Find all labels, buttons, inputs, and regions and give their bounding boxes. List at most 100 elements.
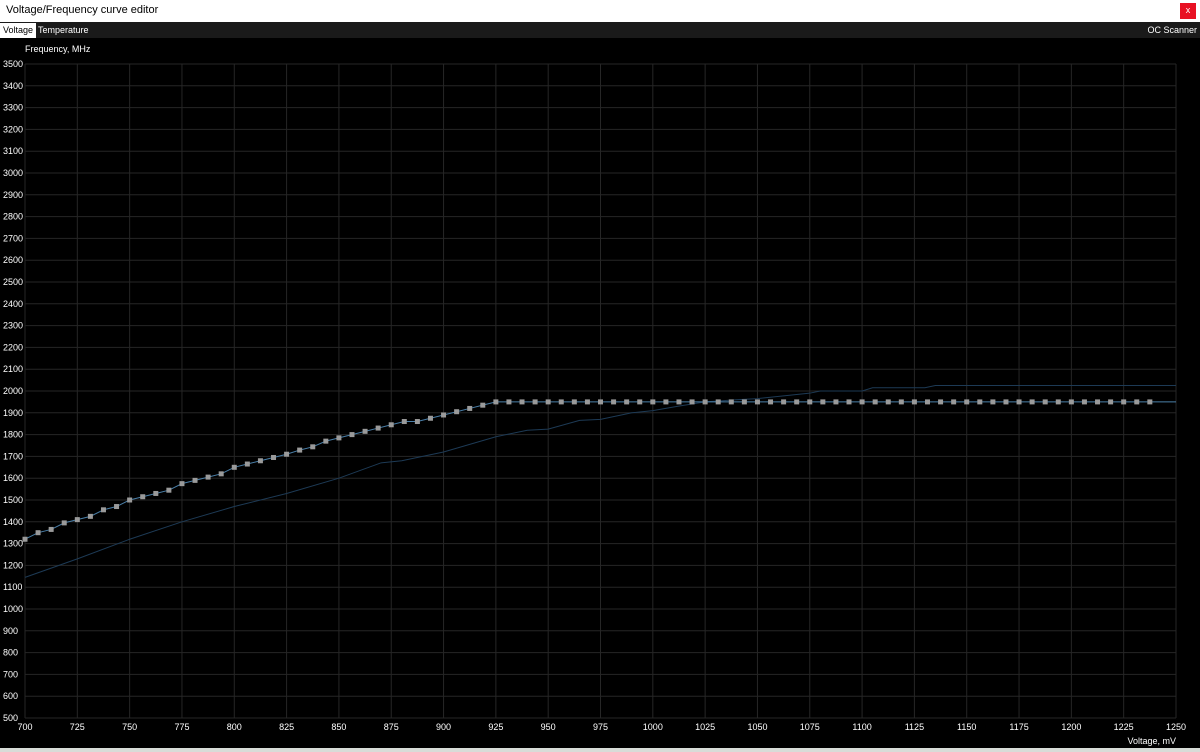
x-tick-label: 775 (174, 722, 189, 732)
curve-point-handle[interactable] (702, 399, 708, 405)
curve-point-handle[interactable] (1042, 399, 1048, 405)
curve-point-handle[interactable] (427, 415, 433, 421)
reference-curve-line (24, 385, 1176, 578)
curve-point-handle[interactable] (454, 409, 460, 415)
curve-point-handle[interactable] (1134, 399, 1140, 405)
curve-point-handle[interactable] (532, 399, 538, 405)
curve-point-handle[interactable] (872, 399, 878, 405)
curve-point-handle[interactable] (284, 451, 290, 457)
curve-point-handle[interactable] (1016, 399, 1022, 405)
curve-point-handle[interactable] (1147, 399, 1153, 405)
curve-point-handle[interactable] (598, 399, 603, 405)
curve-point-handle[interactable] (441, 412, 447, 418)
curve-point-handle[interactable] (257, 458, 263, 464)
curve-point-handle[interactable] (1003, 399, 1009, 405)
curve-point-handle[interactable] (401, 419, 407, 425)
curve-point-handle[interactable] (414, 419, 420, 425)
curve-point-handle[interactable] (362, 428, 368, 434)
curve-point-handle[interactable] (728, 399, 734, 405)
curve-point-handle[interactable] (846, 399, 852, 405)
curve-point-handle[interactable] (676, 399, 682, 405)
curve-point-handle[interactable] (924, 399, 930, 405)
curve-point-handle[interactable] (153, 490, 159, 496)
curve-point-handle[interactable] (1108, 399, 1114, 405)
curve-point-handle[interactable] (545, 399, 551, 405)
curve-point-handle[interactable] (885, 399, 891, 405)
curve-point-handle[interactable] (1068, 399, 1074, 405)
curve-point-handle[interactable] (114, 504, 120, 510)
curve-point-handle[interactable] (244, 461, 250, 467)
curve-point-handle[interactable] (898, 399, 904, 405)
y-tick-label: 2300 (3, 321, 23, 331)
curve-point-handle[interactable] (558, 399, 564, 405)
curve-point-handle[interactable] (1081, 399, 1087, 405)
curve-point-handle[interactable] (650, 399, 656, 405)
curve-point-handle[interactable] (506, 399, 512, 405)
curve-point-handle[interactable] (794, 399, 800, 405)
curve-point-handle[interactable] (310, 444, 316, 450)
curve-point-handle[interactable] (1055, 399, 1061, 405)
curve-point-handle[interactable] (74, 517, 80, 523)
curve-point-handle[interactable] (519, 399, 525, 405)
curve-point-handle[interactable] (741, 399, 747, 405)
tab-voltage[interactable]: Voltage (0, 23, 37, 38)
curve-point-handle[interactable] (1095, 399, 1101, 405)
curve-point-handle[interactable] (179, 481, 185, 487)
curve-point-handle[interactable] (61, 520, 67, 526)
curve-point-handle[interactable] (820, 399, 826, 405)
curve-point-handle[interactable] (205, 474, 211, 480)
curve-point-handle[interactable] (781, 399, 787, 405)
y-tick-label: 1900 (3, 408, 23, 418)
curve-point-handle[interactable] (231, 464, 237, 470)
curve-point-handle[interactable] (715, 399, 721, 405)
curve-point-handle[interactable] (637, 399, 643, 405)
curve-point-handle[interactable] (938, 399, 944, 405)
curve-point-handle[interactable] (192, 477, 198, 483)
curve-point-handle[interactable] (166, 487, 172, 493)
curve-point-handle[interactable] (951, 399, 957, 405)
curve-point-handle[interactable] (388, 422, 394, 428)
close-button[interactable]: x (1180, 3, 1196, 19)
curve-point-handle[interactable] (911, 399, 917, 405)
curve-point-handle[interactable] (584, 399, 590, 405)
curve-point-handle[interactable] (480, 402, 486, 408)
y-tick-label: 3300 (3, 103, 23, 113)
curve-point-handle[interactable] (977, 399, 983, 405)
curve-point-handle[interactable] (140, 494, 146, 500)
curve-point-handle[interactable] (336, 435, 342, 441)
curve-point-handle[interactable] (754, 399, 760, 405)
curve-point-handle[interactable] (100, 507, 106, 513)
curve-point-handle[interactable] (611, 399, 617, 405)
tab-temperature[interactable]: Temperature (38, 25, 89, 35)
curve-point-handle[interactable] (271, 454, 277, 460)
x-tick-label: 825 (279, 722, 294, 732)
curve-point-handle[interactable] (493, 399, 499, 405)
curve-point-handle[interactable] (467, 405, 473, 411)
curve-point-handle[interactable] (990, 399, 996, 405)
curve-point-handle[interactable] (323, 438, 329, 444)
x-tick-label: 1250 (1166, 722, 1186, 732)
curve-point-handle[interactable] (1029, 399, 1035, 405)
curve-point-handle[interactable] (87, 513, 93, 519)
curve-point-handle[interactable] (807, 399, 813, 405)
curve-point-handle[interactable] (297, 447, 303, 453)
curve-point-handle[interactable] (768, 399, 774, 405)
curve-point-handle[interactable] (349, 432, 355, 438)
curve-point-handle[interactable] (833, 399, 839, 405)
curve-point-handle[interactable] (375, 425, 381, 431)
oc-scanner-button[interactable]: OC Scanner (1147, 25, 1197, 35)
curve-point-handle[interactable] (689, 399, 695, 405)
curve-point-handle[interactable] (624, 399, 630, 405)
y-tick-label: 900 (3, 626, 18, 636)
curve-point-handle[interactable] (571, 399, 577, 405)
curve-point-handle[interactable] (663, 399, 669, 405)
curve-point-handle[interactable] (859, 399, 865, 405)
curve-point-handle[interactable] (1121, 399, 1127, 405)
curve-point-handle[interactable] (964, 399, 970, 405)
curve-point-handle[interactable] (35, 530, 41, 536)
curve-point-handle[interactable] (48, 526, 54, 532)
curve-point-handle[interactable] (22, 536, 28, 542)
curve-point-handle[interactable] (218, 471, 224, 477)
curve-point-handle[interactable] (127, 497, 133, 503)
